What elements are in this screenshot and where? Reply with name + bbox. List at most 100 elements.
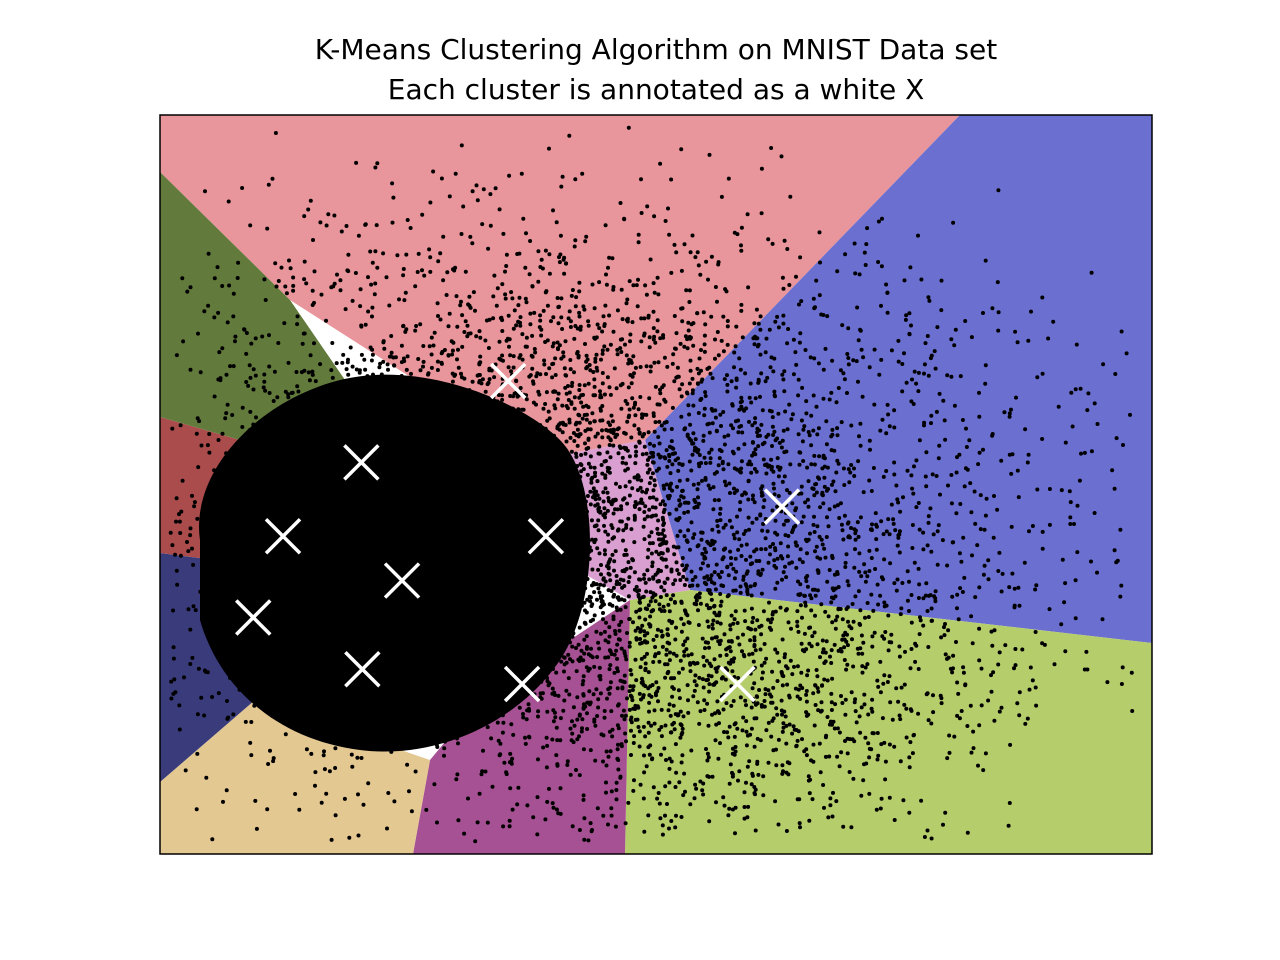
data-point [703, 394, 708, 398]
data-point [577, 289, 582, 294]
data-point [738, 590, 743, 595]
data-point [302, 331, 307, 336]
data-point [858, 421, 863, 426]
data-point [616, 742, 620, 747]
data-point [921, 530, 926, 535]
data-point [625, 401, 630, 406]
data-point [485, 562, 490, 567]
data-point [396, 665, 401, 670]
data-point [825, 579, 830, 584]
data-point [723, 522, 728, 527]
data-point [335, 516, 340, 521]
data-point [765, 529, 770, 534]
data-point [259, 486, 264, 491]
data-point [205, 670, 210, 675]
data-point [324, 597, 329, 601]
data-point [576, 355, 581, 360]
data-point [628, 684, 633, 689]
data-point [710, 622, 715, 627]
data-point [295, 384, 300, 389]
data-point [503, 502, 508, 507]
data-point [849, 526, 853, 530]
data-point [844, 667, 849, 672]
data-point [450, 379, 455, 384]
data-point [366, 781, 371, 786]
data-point [552, 433, 556, 438]
data-point [263, 622, 268, 627]
data-point [439, 462, 444, 467]
data-point [275, 592, 280, 597]
data-point [321, 428, 326, 433]
data-point [732, 617, 737, 622]
data-point [195, 751, 200, 756]
data-point [371, 419, 376, 424]
data-point [348, 514, 352, 518]
data-point [424, 502, 429, 506]
data-point [522, 541, 527, 546]
data-point [640, 489, 645, 494]
data-point [447, 634, 451, 639]
data-point [405, 218, 410, 222]
data-point [478, 718, 483, 723]
data-point [686, 509, 690, 514]
data-point [812, 462, 817, 467]
data-point [619, 744, 624, 749]
data-point [835, 426, 840, 431]
data-point [522, 455, 527, 460]
data-point [531, 456, 536, 460]
data-point [992, 628, 997, 633]
data-point [869, 747, 874, 752]
data-point [236, 555, 241, 560]
data-point [761, 522, 766, 526]
data-point [849, 690, 854, 695]
data-point [511, 416, 516, 421]
data-point [575, 350, 580, 354]
data-point [916, 501, 921, 505]
data-point [314, 569, 319, 573]
data-point [373, 541, 378, 546]
data-point [584, 646, 589, 651]
data-point [568, 435, 573, 440]
data-point [528, 311, 533, 316]
data-point [327, 558, 332, 563]
data-point [402, 298, 407, 303]
data-point [868, 447, 872, 452]
data-point [315, 484, 320, 488]
data-point [171, 608, 175, 613]
data-point [616, 726, 621, 731]
data-point [700, 478, 704, 483]
data-point [195, 712, 200, 717]
data-point [537, 438, 542, 442]
data-point [866, 615, 871, 619]
data-point [621, 528, 626, 533]
data-point [335, 670, 340, 675]
data-point [737, 356, 742, 361]
data-point [679, 268, 684, 273]
data-point [385, 656, 390, 661]
data-point [283, 389, 288, 394]
data-point [880, 634, 885, 639]
data-point [912, 560, 917, 565]
data-point [399, 617, 404, 622]
data-point [445, 466, 450, 471]
data-point [736, 778, 740, 783]
data-point [637, 729, 642, 734]
data-point [223, 524, 228, 529]
data-point [637, 507, 642, 512]
data-point [508, 559, 513, 563]
data-point [869, 592, 874, 597]
data-point [481, 565, 486, 570]
data-point [579, 603, 584, 608]
data-point [788, 658, 793, 663]
data-point [251, 508, 255, 513]
data-point [556, 422, 561, 427]
data-point [718, 511, 722, 516]
data-point [651, 309, 656, 314]
data-point [623, 431, 628, 436]
data-point [484, 483, 489, 488]
data-point [996, 188, 1001, 193]
data-point [618, 607, 623, 612]
data-point [226, 199, 231, 204]
data-point [1063, 649, 1068, 654]
data-point [755, 618, 760, 623]
